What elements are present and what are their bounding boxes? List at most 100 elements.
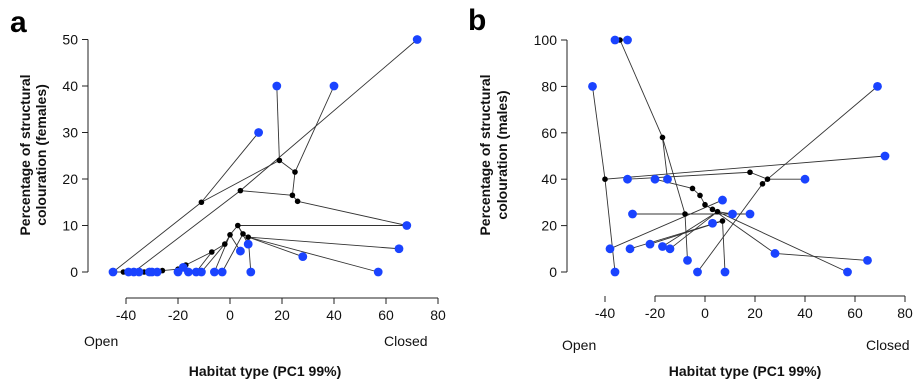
panel-a-ylabel-line2: colouration (females) — [33, 84, 49, 226]
tree-edge — [604, 155, 886, 180]
species-tip-point — [650, 174, 660, 184]
panel-b-closed-label: Closed — [866, 337, 910, 353]
x-tick-label: 60 — [378, 307, 394, 323]
panel-b: b -20 0 20 40 60 80 -40 0 20 40 60 80 100 Percentage… — [468, 4, 913, 379]
tree-edge — [774, 252, 868, 261]
species-tip-point — [658, 242, 667, 251]
ancestral-node-point — [702, 201, 708, 208]
tree-edge — [627, 171, 751, 180]
ancestral-node-point — [235, 222, 241, 229]
tree-edge — [662, 211, 718, 247]
x-tick-label: 0 — [226, 307, 234, 323]
panel-b-ylabel-line2: colouration (males) — [494, 90, 510, 219]
x-tick-label: 20 — [274, 307, 290, 323]
panel-b-axes — [566, 40, 905, 297]
tree-edge — [201, 132, 259, 203]
tree-edge — [201, 160, 280, 203]
tree-edge — [669, 211, 718, 250]
panel-a-points — [108, 35, 422, 277]
y-tick-label: 20 — [62, 171, 78, 187]
tree-edge — [592, 86, 606, 180]
panel-a: a -40 -20 0 20 40 60 80 0 10 20 30 40 50 Percentage … — [10, 6, 446, 379]
y-tick-label: 0 — [549, 264, 557, 280]
x-tick-label: -40 — [116, 307, 136, 323]
y-tick-label: 10 — [62, 218, 78, 234]
species-tip-point — [843, 267, 852, 277]
y-tick-label: 40 — [62, 78, 78, 94]
tree-edge — [767, 86, 878, 180]
x-tick-label: 20 — [747, 305, 763, 321]
species-tip-point — [728, 209, 737, 219]
tree-edge — [297, 200, 407, 226]
y-tick-label: 30 — [62, 125, 78, 141]
species-tip-point — [718, 195, 727, 205]
species-tip-point — [210, 267, 219, 277]
tree-edge — [185, 251, 213, 266]
ancestral-node-point — [198, 199, 205, 206]
ancestral-node-point — [222, 241, 228, 247]
ancestral-node-point — [240, 231, 246, 237]
panel-a-edges — [112, 39, 418, 273]
x-tick-label: -20 — [168, 307, 188, 323]
tree-edge — [112, 201, 202, 273]
species-tip-point — [605, 244, 615, 254]
y-tick-label: 0 — [70, 264, 78, 280]
tree-edge — [248, 236, 303, 258]
ancestral-node-point — [759, 181, 766, 187]
x-tick-label: 40 — [326, 307, 342, 323]
tree-edge — [722, 220, 726, 273]
ancestral-node-point — [209, 249, 215, 255]
species-tip-point — [197, 267, 206, 277]
ancestral-node-point — [245, 234, 251, 240]
species-tip-point — [184, 267, 193, 277]
x-tick-label: 80 — [430, 307, 446, 323]
tree-edge — [749, 171, 768, 180]
species-tip-point — [246, 267, 256, 277]
species-tip-point — [645, 239, 655, 249]
tree-edge — [662, 137, 686, 215]
ancestral-node-point — [237, 187, 244, 194]
x-tick-label: -40 — [595, 305, 615, 321]
panel-b-letter: b — [468, 4, 486, 37]
ancestral-node-point — [719, 218, 726, 224]
tree-edge — [654, 178, 693, 189]
species-tip-point — [152, 267, 162, 277]
species-tip-point — [588, 82, 597, 91]
species-tip-point — [610, 35, 620, 45]
panel-b-ticks: -20 0 20 40 60 80 -40 0 20 40 60 80 100 — [534, 32, 913, 321]
tree-edge — [697, 183, 763, 273]
ancestral-node-point — [292, 169, 298, 175]
x-tick-label: 0 — [701, 305, 709, 321]
tree-edge — [604, 179, 616, 273]
panel-b-open-label: Open — [562, 337, 596, 353]
ancestral-node-point — [697, 192, 703, 199]
species-tip-point — [625, 244, 635, 254]
tree-edge — [662, 137, 668, 180]
ancestral-node-point — [227, 232, 233, 238]
x-tick-label: 80 — [897, 305, 913, 321]
species-tip-point — [708, 218, 717, 228]
panel-a-open-label: Open — [84, 333, 118, 349]
species-tip-point — [329, 81, 339, 91]
ancestral-node-point — [714, 208, 721, 215]
species-tip-point — [623, 35, 632, 45]
y-tick-label: 80 — [541, 78, 557, 94]
panel-a-closed-label: Closed — [384, 333, 428, 349]
species-tip-point — [373, 267, 383, 277]
species-tip-point — [108, 267, 118, 277]
y-tick-label: 20 — [541, 218, 557, 234]
ancestral-node-point — [709, 206, 716, 213]
tree-edge — [213, 234, 231, 273]
species-tip-point — [873, 82, 882, 91]
ancestral-node-point — [289, 192, 296, 199]
tree-edge — [619, 39, 663, 138]
y-tick-label: 50 — [62, 32, 78, 48]
ancestral-node-point — [682, 211, 688, 217]
tree-edge — [279, 160, 296, 173]
species-tip-point — [628, 209, 637, 219]
species-tip-point — [610, 267, 620, 277]
panel-a-xlabel: Habitat type (PC1 99%) — [189, 363, 341, 379]
panel-a-ticks: -40 -20 0 20 40 60 80 0 10 20 30 40 50 — [62, 32, 446, 324]
panel-b-ylabel-line1: Percentage of structural — [477, 74, 493, 235]
